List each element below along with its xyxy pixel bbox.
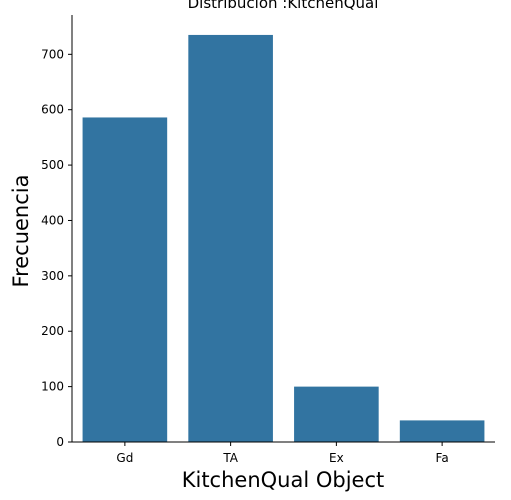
y-tick-label: 300 bbox=[41, 269, 64, 283]
bar-gd bbox=[82, 117, 168, 442]
y-tick-label: 700 bbox=[41, 47, 64, 61]
x-tick-label: TA bbox=[222, 451, 238, 465]
y-tick-label: 600 bbox=[41, 103, 64, 117]
chart-title: Distribución :KitchenQual bbox=[188, 0, 379, 12]
y-tick-label: 200 bbox=[41, 324, 64, 338]
x-tick-label: Gd bbox=[116, 451, 133, 465]
bar-ex bbox=[294, 386, 379, 442]
y-tick-label: 500 bbox=[41, 158, 64, 172]
bars-group bbox=[82, 34, 485, 442]
y-tick-label: 0 bbox=[56, 435, 64, 449]
bar-ta bbox=[188, 34, 273, 442]
y-axis-title: Frecuencia bbox=[9, 175, 33, 288]
y-tick-label: 100 bbox=[41, 380, 64, 394]
y-axis: 0 100 200 300 400 500 600 700 bbox=[41, 15, 73, 449]
x-axis-title: KitchenQual Object bbox=[182, 468, 385, 492]
y-tick-label: 400 bbox=[41, 213, 64, 227]
bar-fa bbox=[399, 420, 485, 442]
x-tick-label: Fa bbox=[436, 451, 449, 465]
x-axis: Gd TA Ex Fa bbox=[72, 441, 495, 465]
x-tick-label: Ex bbox=[329, 451, 344, 465]
